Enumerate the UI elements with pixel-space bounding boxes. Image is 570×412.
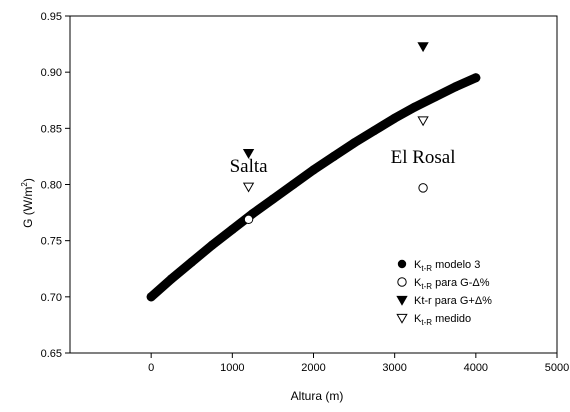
legend-label: Kt-r para G+Δ% bbox=[414, 295, 492, 307]
model-point bbox=[369, 126, 379, 136]
y-tick-label: 0.90 bbox=[41, 67, 62, 79]
y-tick-label: 0.80 bbox=[41, 180, 62, 192]
y-axis-title-main: G (W/m bbox=[21, 187, 35, 228]
data-point bbox=[243, 214, 254, 225]
y-tick-label: 0.75 bbox=[41, 236, 62, 248]
model-point bbox=[390, 113, 400, 123]
legend-marker bbox=[396, 313, 408, 324]
model-point bbox=[410, 102, 420, 112]
x-axis-title: Altura (m) bbox=[291, 389, 344, 403]
model-point bbox=[187, 257, 197, 267]
y-axis: 0.65 0.70 0.75 0.80 0.85 0.90 0.95 bbox=[41, 11, 70, 360]
model-point bbox=[146, 292, 156, 302]
model-point bbox=[471, 73, 481, 83]
annotations: Salta El Rosal bbox=[230, 147, 456, 177]
model-point bbox=[451, 82, 461, 92]
legend-label: Kt-R modelo 3 bbox=[414, 259, 480, 273]
legend-marker bbox=[397, 259, 407, 269]
x-tick-label: 4000 bbox=[464, 362, 488, 374]
x-tick-label: 0 bbox=[148, 362, 154, 374]
data-points bbox=[242, 42, 429, 225]
x-tick-label: 1000 bbox=[220, 362, 244, 374]
y-tick-label: 0.85 bbox=[41, 123, 62, 135]
annotation-label: El Rosal bbox=[391, 147, 456, 168]
y-axis-title-close: ) bbox=[21, 178, 35, 182]
model-point bbox=[227, 224, 237, 234]
model-point bbox=[268, 194, 278, 204]
data-point bbox=[242, 182, 255, 193]
data-point bbox=[417, 116, 429, 127]
x-tick-label: 3000 bbox=[382, 362, 406, 374]
data-point bbox=[418, 183, 428, 193]
y-tick-label: 0.95 bbox=[41, 11, 62, 23]
model-point bbox=[329, 151, 339, 161]
model-point bbox=[288, 180, 298, 189]
legend-label: Kt-R medido bbox=[414, 313, 471, 327]
x-tick-label: 2000 bbox=[301, 362, 325, 374]
legend-marker bbox=[396, 295, 408, 306]
data-point bbox=[417, 42, 429, 53]
data-point bbox=[242, 148, 255, 159]
x-axis: 0 1000 2000 3000 4000 5000 bbox=[148, 353, 569, 374]
model-point bbox=[309, 165, 318, 175]
legend-marker bbox=[397, 277, 407, 287]
y-axis-title: G (W/m2) bbox=[20, 178, 35, 228]
y-tick-label: 0.65 bbox=[41, 348, 62, 360]
y-tick-label: 0.70 bbox=[41, 292, 62, 304]
model-point bbox=[207, 240, 217, 250]
y-axis-title-sup: 2 bbox=[20, 182, 29, 187]
model-point bbox=[166, 274, 176, 284]
annotation-label: Salta bbox=[230, 156, 269, 177]
model-curve bbox=[146, 73, 481, 302]
model-point bbox=[430, 92, 440, 102]
model-point bbox=[349, 138, 359, 148]
legend: Kt-R modelo 3 Kt-R para G-Δ% Kt-r para G+Δ… bbox=[396, 259, 492, 327]
x-tick-label: 5000 bbox=[545, 362, 569, 374]
legend-label: Kt-R para G-Δ% bbox=[414, 277, 490, 291]
